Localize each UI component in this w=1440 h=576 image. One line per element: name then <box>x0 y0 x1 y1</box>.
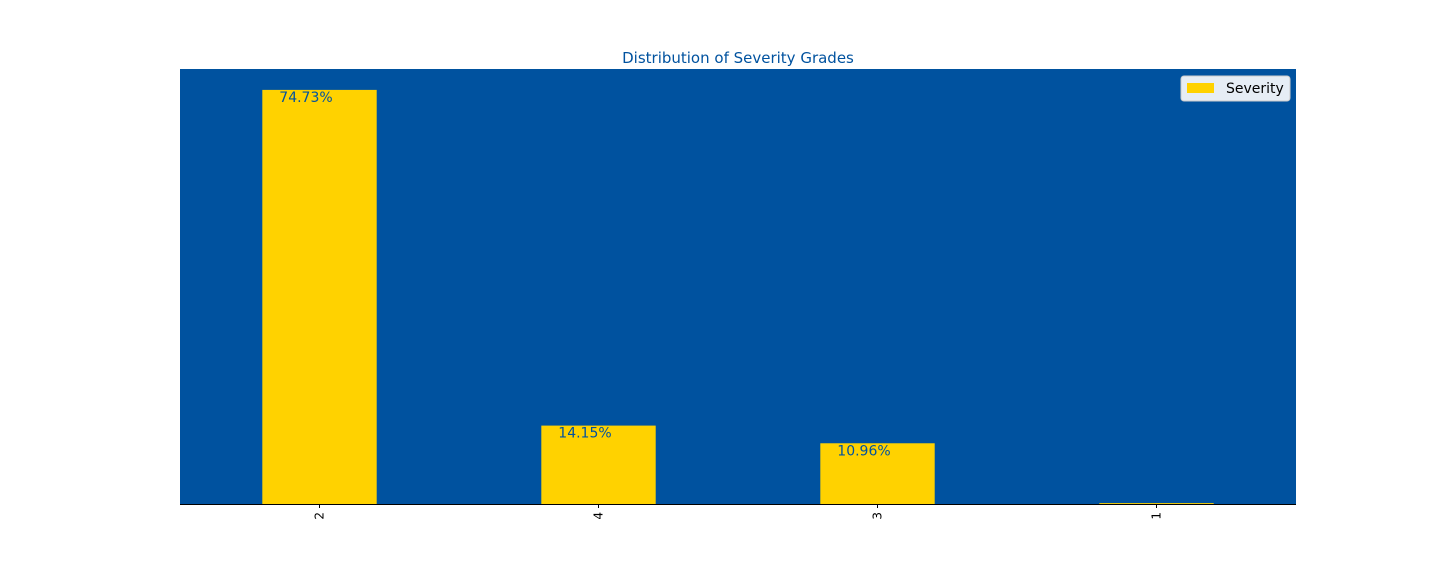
legend: Severity <box>1180 75 1291 102</box>
data-labels-group: 74.73% 14.15% 10.96% <box>279 90 890 459</box>
x-tick-label-3: 3 <box>871 512 885 520</box>
chart-title: Distribution of Severity Grades <box>622 49 854 67</box>
data-label-2: 74.73% <box>279 90 332 106</box>
x-tick-label-2: 2 <box>313 512 327 520</box>
data-label-4: 14.15% <box>558 426 611 442</box>
bar-3 <box>820 443 935 504</box>
x-ticks-group: 2 4 3 1 <box>313 504 1164 520</box>
bar-4 <box>541 425 656 504</box>
bars-group <box>262 89 1214 504</box>
data-label-3: 10.96% <box>837 443 890 459</box>
bar-1 <box>1099 503 1214 504</box>
legend-swatch <box>1187 83 1214 93</box>
x-tick-label-4: 4 <box>592 512 606 520</box>
legend-box <box>1180 75 1291 102</box>
legend-label: Severity <box>1226 81 1284 97</box>
x-tick-label-1: 1 <box>1150 512 1164 520</box>
bar-2 <box>262 89 377 504</box>
